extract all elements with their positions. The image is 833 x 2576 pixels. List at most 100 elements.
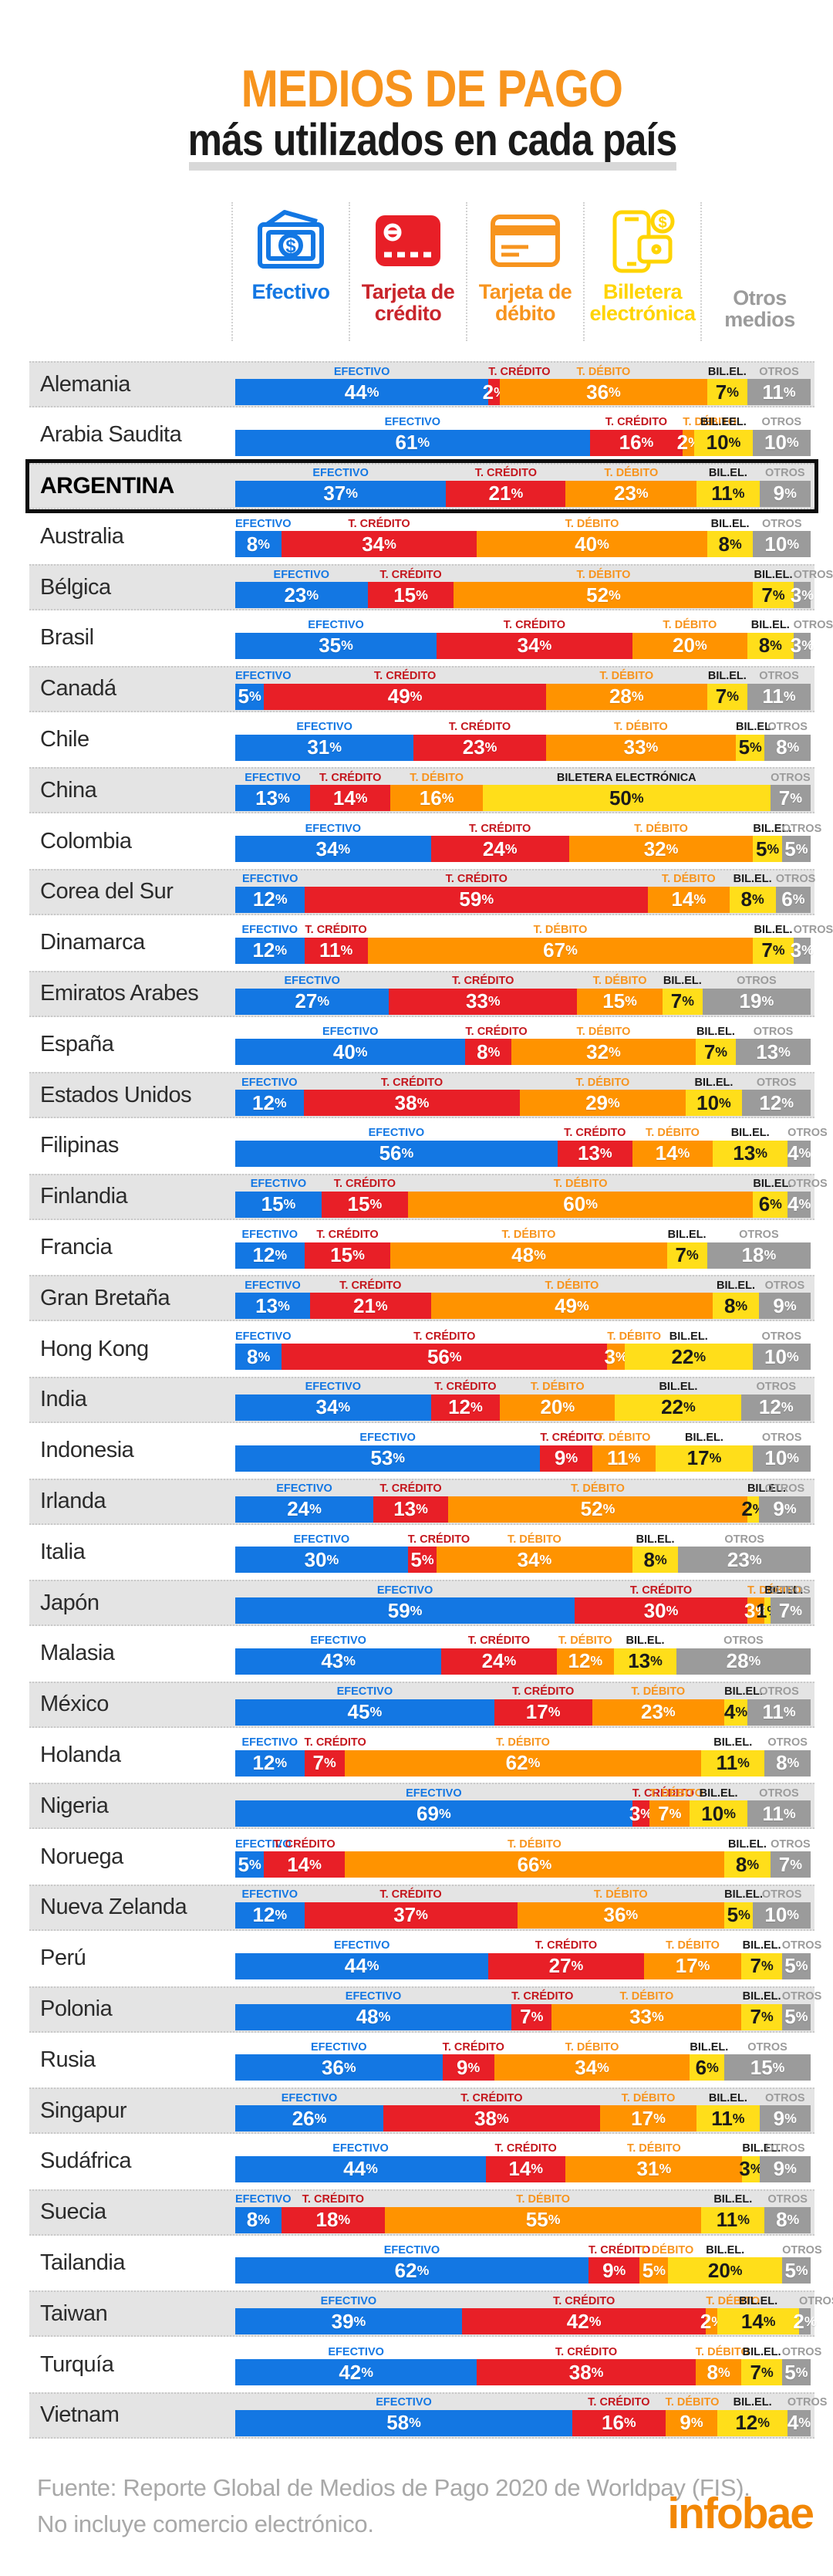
stacked-bar: EFECTIVO T. CRÉDITO T. DÉBITO BIL.EL. OTROS 5…: [235, 1581, 814, 1624]
bar-segments: 12% 59% 14% 8% 6%: [235, 886, 811, 913]
segment-label-t-debito: T. DÉBITO: [496, 1736, 550, 1749]
country-label: ARGENTINA: [40, 472, 174, 499]
country-row: Vietnam EFECTIVO T. CRÉDITO T. DÉBITO BIL.EL…: [0, 2392, 833, 2443]
country-row: India EFECTIVO T. CRÉDITO T. DÉBITO BIL.EL. O…: [0, 1376, 833, 1428]
segment-label-t-debito: T. DÉBITO: [593, 1888, 648, 1902]
row-band: Sudáfrica EFECTIVO T. CRÉDITO T. DÉBITO BIL.…: [29, 2138, 814, 2185]
bar-segments: 8% 18% 55% 11% 8%: [235, 2206, 811, 2233]
segment-label-billetera: BIL.EL.: [742, 2142, 781, 2155]
segment-label-t-credito: T. CRÉDITO: [555, 2345, 618, 2358]
bar-segment-t-credito: 56%: [282, 1344, 608, 1371]
bar-segment-billetera: 6%: [690, 2054, 725, 2081]
bar-segments: 45% 17% 23% 4% 11%: [235, 1699, 811, 1726]
segment-label-t-credito: T. CRÉDITO: [588, 2396, 650, 2409]
row-band: Finlandia EFECTIVO T. CRÉDITO T. DÉBITO BIL.…: [29, 1173, 828, 1220]
bar-segment-t-credito: 37%: [304, 1902, 518, 1929]
bar-segment-efectivo: 59%: [235, 1597, 575, 1624]
bar-segment-efectivo: 44%: [235, 379, 489, 405]
stacked-bar: EFECTIVO T. CRÉDITO T. DÉBITO BIL.EL. OTROS 5…: [235, 2394, 827, 2437]
segment-label-t-credito: T. CRÉDITO: [302, 2193, 364, 2206]
bar-segment-otros: 4%: [787, 1140, 811, 1167]
segment-label-t-debito: T. DÉBITO: [516, 2193, 571, 2206]
segment-label-t-credito: T. CRÉDITO: [333, 1178, 396, 1191]
bar-segment-billetera: 10%: [685, 1090, 743, 1117]
segment-label-t-debito: T. DÉBITO: [607, 1330, 662, 1343]
segment-label-efectivo: EFECTIVO: [368, 1127, 425, 1140]
row-band: Tailandia EFECTIVO T. CRÉDITO T. DÉBITO BIL.…: [29, 2240, 822, 2286]
bar-segment-t-credito: 7%: [304, 1749, 345, 1776]
segment-label-billetera: BIL.EL.: [724, 1888, 764, 1902]
bar-segment-t-debito: 52%: [454, 582, 754, 609]
segment-label-otros: OTROS: [787, 1178, 828, 1191]
row-band: Francia EFECTIVO T. CRÉDITO T. DÉBITO BIL.EL…: [29, 1225, 814, 1271]
row-band: Colombia EFECTIVO T. CRÉDITO T. DÉBITO BIL.E…: [29, 818, 821, 864]
bar-segment-billetera: 8%: [632, 1547, 679, 1574]
country-row: Gran Bretaña EFECTIVO T. CRÉDITO T. DÉBITO B…: [0, 1275, 833, 1326]
bar-segment-t-debito: 28%: [545, 683, 707, 710]
bar-segment-efectivo: 12%: [235, 1902, 305, 1929]
segment-label-otros: OTROS: [767, 721, 808, 734]
segment-label-efectivo: EFECTIVO: [293, 1533, 350, 1546]
country-row: Alemania EFECTIVO T. CRÉDITO T. DÉBITO BIL.E…: [0, 361, 833, 412]
legend-item-otros: Otros medios: [700, 202, 818, 341]
country-label: Hong Kong: [40, 1336, 149, 1361]
bar-segments: 23% 15% 52% 7% 3%: [235, 582, 814, 609]
bar-segment-efectivo: 12%: [235, 1749, 305, 1776]
stacked-bar: EFECTIVO T. CRÉDITO T. DÉBITO BIL.EL. OTROS 1…: [235, 1276, 814, 1320]
bar-segments: 5% 49% 28% 7% 11%: [235, 683, 811, 710]
infobae-logo: infobae: [667, 2489, 814, 2538]
bar-segment-t-debito: 9%: [665, 2409, 718, 2436]
bar-segment-t-debito: 5%: [639, 2257, 669, 2284]
bar-segments: 24%13%52%2%9%: [235, 1496, 811, 1523]
bar-segment-otros: 9%: [759, 2105, 811, 2132]
country-label: Australia: [40, 523, 124, 549]
segment-label-otros: OTROS: [739, 1229, 779, 1242]
row-band: Noruega EFECTIVO T. CRÉDITO T. DÉBITO BIL.EL…: [29, 1834, 814, 1880]
banknote-icon: $: [252, 202, 329, 281]
stacked-bar: EFECTIVO T. CRÉDITO T. DÉBITO BIL.EL. OTROS 4…: [235, 1937, 821, 1980]
bar-segments: 44% 14% 31% 3% 9%: [235, 2155, 811, 2182]
country-label: Irlanda: [40, 1489, 106, 1514]
bar-segment-t-credito: 9%: [540, 1445, 592, 1472]
segment-label-t-credito: T. CRÉDITO: [348, 517, 410, 530]
bar-segment-efectivo: 5%: [235, 1851, 265, 1878]
segment-label-t-credito: T. CRÉDITO: [564, 1127, 626, 1140]
bar-segment-t-credito: 59%: [305, 886, 648, 913]
country-label: Turquía: [40, 2351, 114, 2377]
segment-label-t-credito: T. CRÉDITO: [373, 670, 437, 683]
segment-label-t-debito: T. DÉBITO: [604, 467, 659, 480]
segment-label-t-debito: T. DÉBITO: [683, 416, 737, 429]
stacked-bar: EFECTIVO T. CRÉDITO T. DÉBITO BIL.EL. OTROS 8…: [235, 1327, 814, 1371]
segment-label-t-debito: T. DÉBITO: [619, 1990, 674, 2003]
segment-label-t-credito: T. CRÉDITO: [488, 365, 551, 378]
segment-label-t-credito: T. CRÉDITO: [305, 924, 367, 937]
bar-segment-efectivo: 37%: [235, 480, 447, 507]
segment-label-billetera: BIL.EL.: [739, 2294, 778, 2307]
bar-segment-t-credito: 11%: [304, 937, 368, 964]
bar-segments: 42% 38% 8% 7% 5%: [235, 2359, 811, 2386]
country-label: Malasia: [40, 1641, 115, 1666]
segment-label-t-debito: T. DÉBITO: [639, 2243, 694, 2257]
row-band: Dinamarca EFECTIVO T. CRÉDITO T. DÉBITO BIL.…: [29, 920, 833, 966]
country-row: Noruega EFECTIVO T. CRÉDITO T. DÉBITO BIL.EL…: [0, 1834, 833, 1885]
segment-label-otros: OTROS: [764, 1482, 805, 1496]
segment-label-t-credito: T. CRÉDITO: [379, 1482, 442, 1496]
credit-card-icon: [369, 202, 447, 281]
segment-label-t-credito: T. CRÉDITO: [413, 1330, 476, 1343]
legend-item-tarjeta-debito: Tarjeta de débito: [466, 202, 583, 341]
page-subtitle: más utilizados en cada país: [187, 115, 677, 165]
bar-segment-efectivo: 30%: [235, 1547, 408, 1574]
country-label: Suecia: [40, 2199, 106, 2225]
segment-label-t-debito: T. DÉBITO: [575, 1076, 630, 1089]
bar-segment-t-credito: 38%: [477, 2359, 696, 2386]
bar-segment-efectivo: 15%: [235, 1191, 322, 1218]
bar-segment-t-credito: 18%: [281, 2206, 385, 2233]
segment-label-otros: OTROS: [761, 1432, 802, 1445]
segment-label-otros: OTROS: [761, 416, 802, 429]
bar-segment-efectivo: 8%: [235, 2206, 282, 2233]
